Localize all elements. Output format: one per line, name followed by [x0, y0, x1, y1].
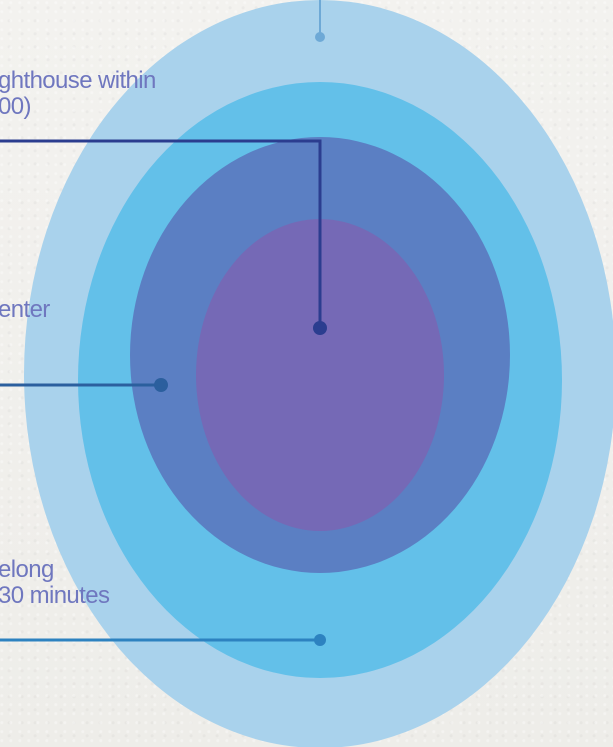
- connector-top-line: [0, 139, 322, 328]
- connector-top: [0, 139, 327, 335]
- label-top-line1: ghthouse within: [0, 67, 156, 94]
- label-mid-line1: enter: [0, 296, 50, 323]
- label-top: ghthouse within 00): [0, 68, 156, 120]
- label-top-line2: 00): [0, 93, 31, 120]
- core-circle-shape: [196, 219, 444, 531]
- label-bottom-line1: elong: [0, 556, 54, 583]
- connector-bottom: [0, 634, 326, 646]
- connector-bottom-dot: [314, 634, 326, 646]
- top-marker-dot: [315, 32, 325, 42]
- top-marker: [315, 0, 325, 42]
- connector-mid-dot: [154, 378, 168, 392]
- core-circle: [196, 219, 444, 531]
- connector-mid: [0, 378, 168, 392]
- label-bottom-line2: 30 minutes: [0, 582, 110, 609]
- label-bottom: elong 30 minutes: [0, 556, 110, 609]
- label-mid: enter: [0, 297, 50, 323]
- connector-top-dot: [313, 321, 327, 335]
